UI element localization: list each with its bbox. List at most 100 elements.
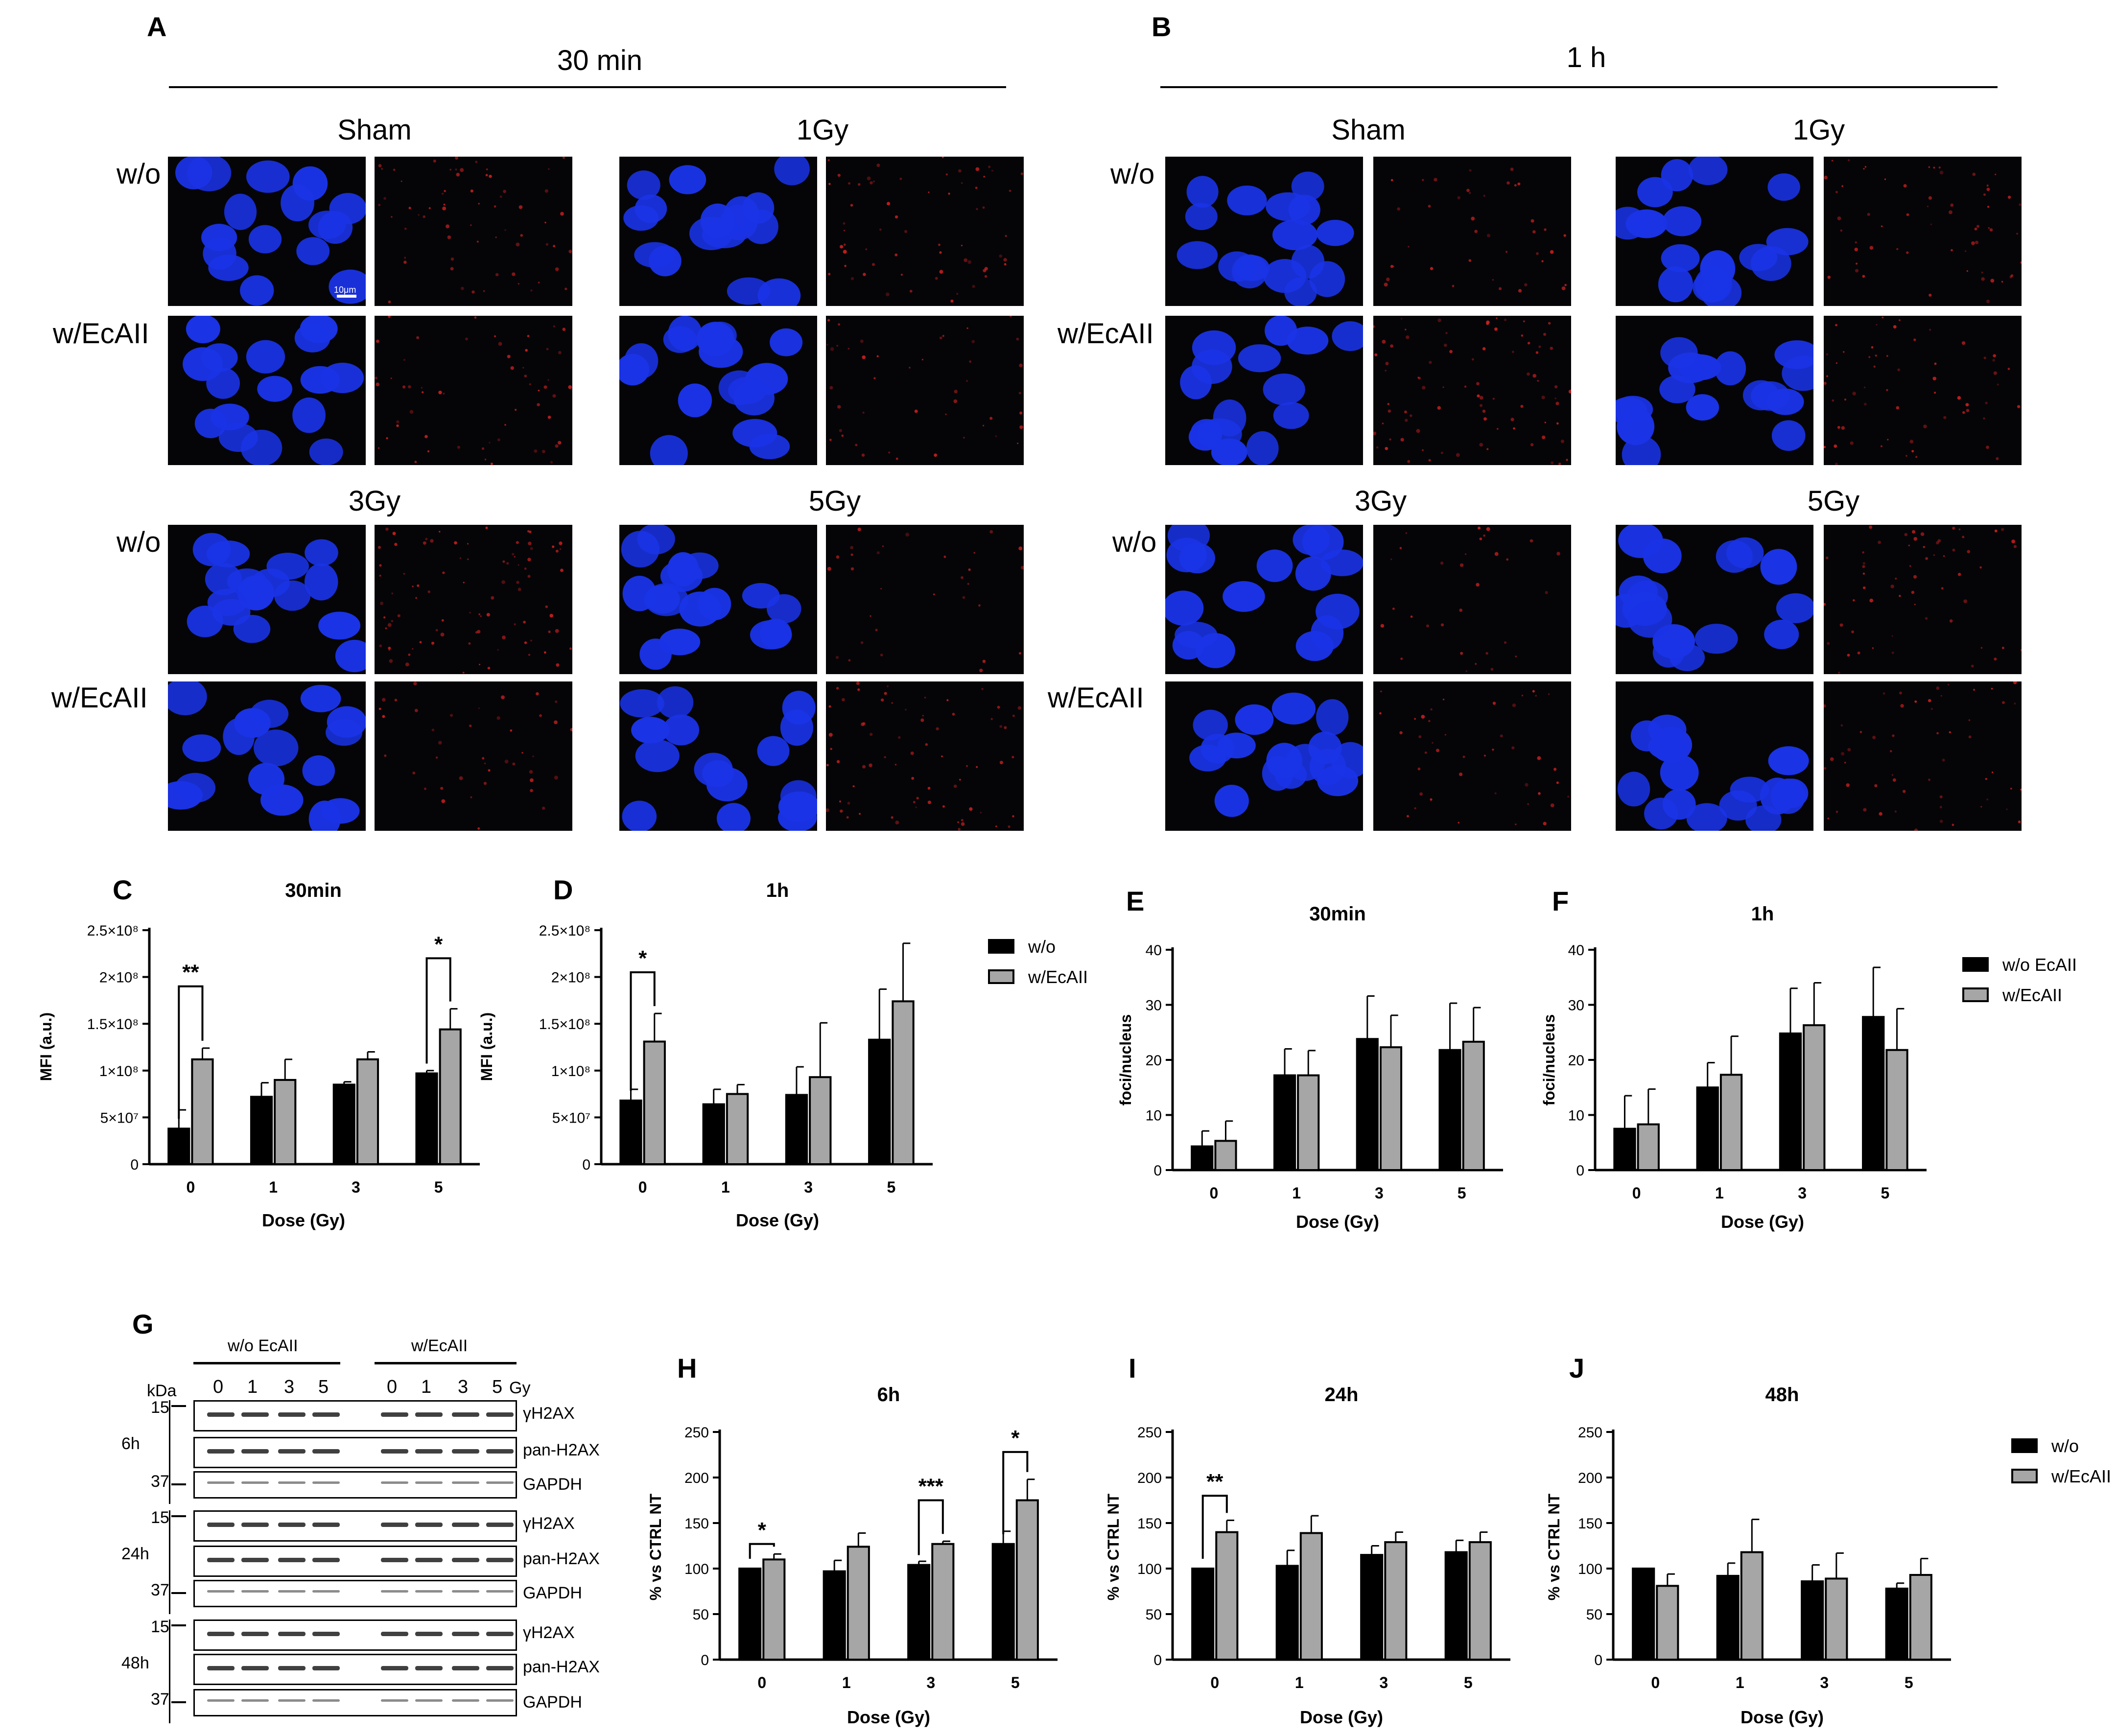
bar-c-s1 [415,1072,438,1165]
x-tick-label-j: 0 [1651,1674,1660,1691]
foci-image [375,681,572,831]
bar-j-s2 [1656,1585,1679,1661]
wb-band [452,1523,479,1527]
panel-letter-j: J [1569,1353,1585,1384]
y-tick-label-d: 2×10⁸ [551,970,590,986]
bar-d-s2 [892,1000,915,1165]
x-tick-label-h: 3 [926,1674,935,1691]
x-tick-label-d: 1 [721,1178,730,1196]
wb-band [207,1449,235,1454]
wb-band [207,1632,235,1636]
dapi-image [619,525,817,674]
wb-band [486,1699,514,1702]
wb-lane-label: 5 [492,1377,503,1397]
wb-marker-tick [171,1624,186,1626]
y-axis-label-c: MFI (a.u.) [37,1012,55,1081]
wb-protein-label: pan-H2AX [523,1549,600,1568]
wb-lane-label: 0 [213,1377,224,1397]
wb-band [381,1699,408,1702]
legend-ef-label: w/o EcAII [2002,955,2077,975]
wb-band [241,1590,269,1593]
wb-band [415,1699,443,1702]
y-tick-label-i: 0 [1153,1652,1162,1668]
panel-a-title: 30 min [557,45,643,76]
dose-label-b-1gy: 1Gy [1792,114,1845,146]
dose-label-a-1gy: 1Gy [796,114,849,146]
wb-group2-label: w/EcAII [411,1337,468,1355]
y-tick-label-e: 10 [1146,1108,1162,1124]
x-tick-label-i: 3 [1379,1674,1388,1691]
wb-marker-label: 15 [151,1508,169,1527]
x-axis-label-d: Dose (Gy) [736,1210,819,1230]
y-tick-label-f: 20 [1568,1053,1584,1069]
wb-band [415,1558,443,1562]
wb-band [207,1699,235,1702]
y-tick-label-h: 100 [684,1561,709,1577]
wb-protein-label: pan-H2AX [523,1658,600,1676]
wb-lane-label: 0 [387,1377,398,1397]
bar-e-s2 [1379,1046,1403,1171]
y-tick-label-c: 5×10⁷ [100,1110,139,1126]
chart-title-f: 1h [1751,903,1774,925]
foci-image [1824,157,2022,306]
row-label-a-ecaii-top: w/EcAII [53,318,149,350]
panel-letter-e: E [1126,886,1145,916]
wb-lane-label: 5 [318,1377,329,1397]
dapi-image [619,681,817,831]
bar-i-s2 [1299,1532,1323,1661]
y-tick-label-j: 150 [1578,1516,1602,1532]
bar-f-s2 [1719,1074,1743,1171]
dapi-image [1616,157,1813,306]
wb-band [415,1449,443,1454]
bar-h-s2 [847,1546,870,1661]
bar-d-s2 [726,1093,749,1166]
wb-band [278,1632,306,1636]
y-tick-label-d: 2.5×10⁸ [539,923,590,939]
x-tick-label-j: 5 [1905,1674,1913,1691]
significance-label-h: * [1011,1426,1020,1450]
y-tick-label-j: 50 [1586,1607,1602,1623]
bar-j-s2 [1825,1577,1848,1661]
foci-image [375,157,572,306]
wb-band [312,1523,340,1527]
bar-h-s2 [762,1558,786,1661]
bar-d-s1 [785,1094,808,1165]
wb-lane-label: 3 [458,1377,469,1397]
x-tick-label-h: 0 [757,1674,766,1691]
bar-f-s1 [1696,1086,1719,1171]
legend-hij-label: w/EcAII [2051,1466,2111,1486]
x-tick-label-i: 1 [1295,1674,1304,1691]
y-tick-label-i: 200 [1137,1470,1162,1486]
wb-band [486,1412,514,1417]
wb-group2-rule [375,1362,517,1364]
significance-bracket-c [178,985,204,1119]
wb-band [312,1412,340,1417]
foci-image [826,681,1024,831]
bar-c-s1 [250,1096,273,1165]
wb-time-bracket [169,1619,170,1723]
dapi-image [1165,681,1363,831]
wb-timepoint-label: 6h [121,1434,140,1453]
bar-e-s2 [1297,1074,1320,1171]
wb-band [381,1449,408,1454]
dapi-image [168,681,366,831]
bar-i-s1 [1360,1554,1384,1661]
significance-bracket-h [749,1543,775,1559]
wb-band [278,1590,306,1593]
wb-lane-label: 3 [284,1377,295,1397]
y-tick-label-i: 250 [1137,1425,1162,1441]
panel-letter-g: G [132,1309,154,1339]
x-tick-label-j: 3 [1820,1674,1829,1691]
significance-label-d: * [638,946,647,970]
foci-image [826,525,1024,674]
y-tick-label-h: 200 [684,1470,709,1486]
x-tick-label-e: 0 [1209,1184,1218,1202]
wb-band [415,1666,443,1670]
panel-letter-f: F [1552,886,1569,916]
bar-h-s2 [931,1543,955,1661]
y-tick-label-e: 0 [1153,1163,1162,1179]
wb-marker-tick [171,1592,186,1594]
wb-protein-label: GAPDH [523,1475,582,1494]
wb-band [207,1481,235,1484]
wb-gy-label: Gy [509,1379,531,1397]
